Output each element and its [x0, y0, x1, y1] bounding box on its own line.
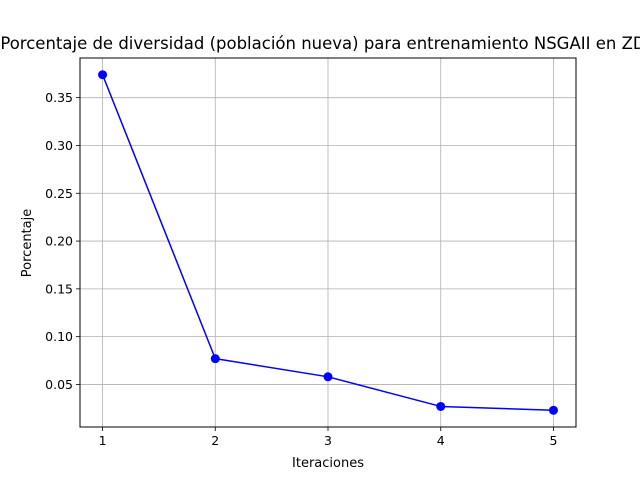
y-tick-label: 0.10: [45, 329, 73, 344]
x-tick-label: 4: [437, 433, 445, 448]
y-tick-label: 0.35: [45, 90, 73, 105]
chart-title: Porcentaje de diversidad (población nuev…: [0, 34, 640, 53]
x-tick-label: 2: [211, 433, 219, 448]
x-axis-label: Iteraciones: [292, 456, 364, 471]
data-point: [548, 405, 558, 415]
y-tick-label: 0.15: [45, 281, 73, 296]
data-point: [436, 401, 446, 411]
data-point: [210, 354, 220, 364]
x-tick-label: 5: [549, 433, 557, 448]
y-axis-label: Porcentaje: [20, 209, 35, 277]
data-point: [98, 70, 108, 80]
y-tick-label: 0.30: [45, 138, 73, 153]
y-tick-label: 0.25: [45, 186, 73, 201]
x-tick-label: 1: [99, 433, 107, 448]
y-tick-label: 0.05: [45, 377, 73, 392]
series-layer: [98, 70, 558, 415]
x-tick-label: 3: [324, 433, 332, 448]
axis-ticks: 1 2 3 4 5 0.05 0.10 0.15 0.20 0.25 0.30 0.35: [45, 90, 557, 448]
data-point: [323, 372, 333, 382]
grid-lines: [80, 58, 576, 427]
y-tick-label: 0.20: [45, 234, 73, 249]
